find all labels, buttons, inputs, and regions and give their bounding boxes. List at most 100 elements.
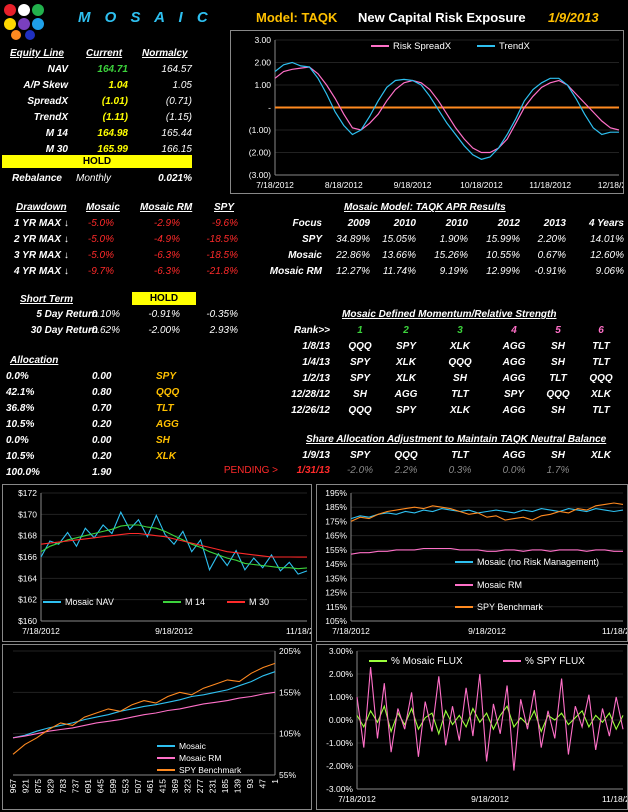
equity-signal-badge: HOLD [2,155,192,168]
momentum-row-ticker: QQQ [348,405,372,416]
y-tick-label: -2.00% [326,761,353,771]
legend-label: M 30 [249,597,269,607]
y-tick-label: 1.00% [329,692,354,702]
momentum-row-ticker: XLK [396,357,416,368]
drawdown-row-spy: -21.8% [206,266,238,277]
y-tick-label: 175% [325,516,347,526]
share-allocation-ticker: AGG [502,450,526,461]
share-allocation-adjustment: 0.3% [448,465,472,476]
series-line-1 [350,547,623,555]
equity-row-label: NAV [47,64,68,75]
x-tick-label: 277 [195,779,205,793]
y-tick-label: 145% [325,559,347,569]
equity-header-label: Equity Line [10,48,64,59]
x-tick-label: 7/18/2012 [22,626,60,636]
x-tick-label: 47 [258,779,268,789]
y-tick-label: 115% [326,602,348,612]
apr-row-value: 14.01% [590,234,624,245]
allocation-row-value: 0.00 [92,371,112,382]
drawdown-row-mosaic: -9.7% [87,266,114,277]
allocation-row-value: 0.00 [92,435,112,446]
momentum-row-ticker: AGG [394,389,418,400]
momentum-row-ticker: TLT [549,373,567,384]
apr-row-value: 9.06% [595,266,624,277]
x-tick-label: 11/18/2012 [602,794,627,804]
momentum-row-ticker: SPY [395,405,416,416]
allocation-row-symbol: SH [156,435,170,446]
drawdown-row-spy: -18.5% [206,250,238,261]
x-tick-label: 691 [83,779,93,793]
performance-chart: 195% 185% 175% 165% 155% 145% 135% 125% 115% 105%… [316,484,628,642]
drawdown-row-rm: -6.3% [153,250,180,261]
x-tick-label: 139 [233,779,243,793]
y-tick-label: $162 [18,595,37,605]
drawdown-row-label: 4 YR MAX ↓ [14,266,69,277]
apr-row-value: 11.74% [382,266,416,277]
share-allocation-adjustment: -2.0% [346,465,374,476]
y-tick-label: $168 [18,531,37,541]
equity-row-current: 164.71 [97,64,128,75]
x-tick-label: 875 [33,779,43,793]
equity-row-normalcy: (1.15) [165,112,192,123]
x-tick-label: 7/18/2012 [256,180,294,190]
short-term-row-value: 2.93% [209,325,238,336]
momentum-row-ticker: XLK [396,373,416,384]
x-tick-label: 93 [245,779,255,789]
drawdown-header-spy: SPY [214,202,235,213]
x-tick-label: 323 [183,779,193,793]
x-tick-label: 11/18/2012 [286,626,311,636]
momentum-rank-label: Rank>> [293,325,330,336]
share-allocation-ticker: SPY [349,450,370,461]
momentum-rank: 3 [457,325,463,336]
series-line-2 [40,532,307,558]
series-line-1 [356,667,624,771]
equity-row-current: 165.99 [97,144,128,155]
apr-row-value: 12.27% [336,266,370,277]
apr-row-value: 13.66% [382,250,416,261]
drawdown-row-rm: -4.9% [153,234,180,245]
equity-row-normalcy: 1.05 [172,80,192,91]
x-tick-label: 829 [45,779,55,793]
drawdown-row-label: 1 YR MAX ↓ [14,218,69,229]
apr-header: 2012 [497,218,520,229]
x-tick-label: 645 [95,779,105,793]
apr-header: 2013 [543,218,566,229]
momentum-row-ticker: SPY [349,373,370,384]
x-tick-label: 8/18/2012 [325,180,363,190]
drawdown-row-label: 3 YR MAX ↓ [14,250,69,261]
momentum-row-ticker: SH [453,373,467,384]
allocation-row-percent: 36.8% [6,403,35,414]
apr-row-value: 15.26% [434,250,468,261]
momentum-row-ticker: QQQ [589,373,613,384]
x-tick-label: 12/18/2012 [598,180,623,190]
series-line-0 [274,66,620,154]
long-term-chart: 205% 155% 105% 55% 967 921 875 829 783 737 691 645 5… [2,644,312,810]
allocation-row-percent: 42.1% [6,387,35,398]
apr-row-value: 9.19% [439,266,468,277]
apr-row-value: 15.99% [486,234,520,245]
series-line-0 [12,671,276,739]
momentum-row-ticker: TLT [592,357,610,368]
equity-row-normalcy: 164.57 [161,64,192,75]
short-term-row-value: -2.00% [148,325,180,336]
legend-label: Mosaic RM [477,580,522,590]
y-tick-label: 205% [279,646,301,656]
equity-header-normalcy: Normalcy [142,48,188,59]
drawdown-header-mosaic: Mosaic [86,202,120,213]
apr-row-label: SPY [301,234,322,245]
nav-chart: $172 $170 $168 $166 $164 $162 $160 7/18/2012 9/1… [2,484,328,642]
legend-label: % Mosaic FLUX [391,656,463,667]
momentum-row-ticker: AGG [502,405,526,416]
y-tick-label: 2.00% [329,669,354,679]
equity-row-current: 1.04 [108,80,128,91]
momentum-title: Mosaic Defined Momentum/Relative Strengt… [342,309,557,320]
momentum-row-ticker: TLT [451,389,469,400]
momentum-row-ticker: TLT [592,405,610,416]
y-tick-label: $164 [18,573,37,583]
drawdown-row-rm: -2.9% [153,218,180,229]
apr-row-value: 12.99% [486,266,520,277]
allocation-row-percent: 0.0% [6,435,29,446]
y-tick-label: 1.00 [254,80,271,90]
y-tick-label: 195% [325,488,347,498]
x-tick-label: 7/18/2012 [332,626,370,636]
